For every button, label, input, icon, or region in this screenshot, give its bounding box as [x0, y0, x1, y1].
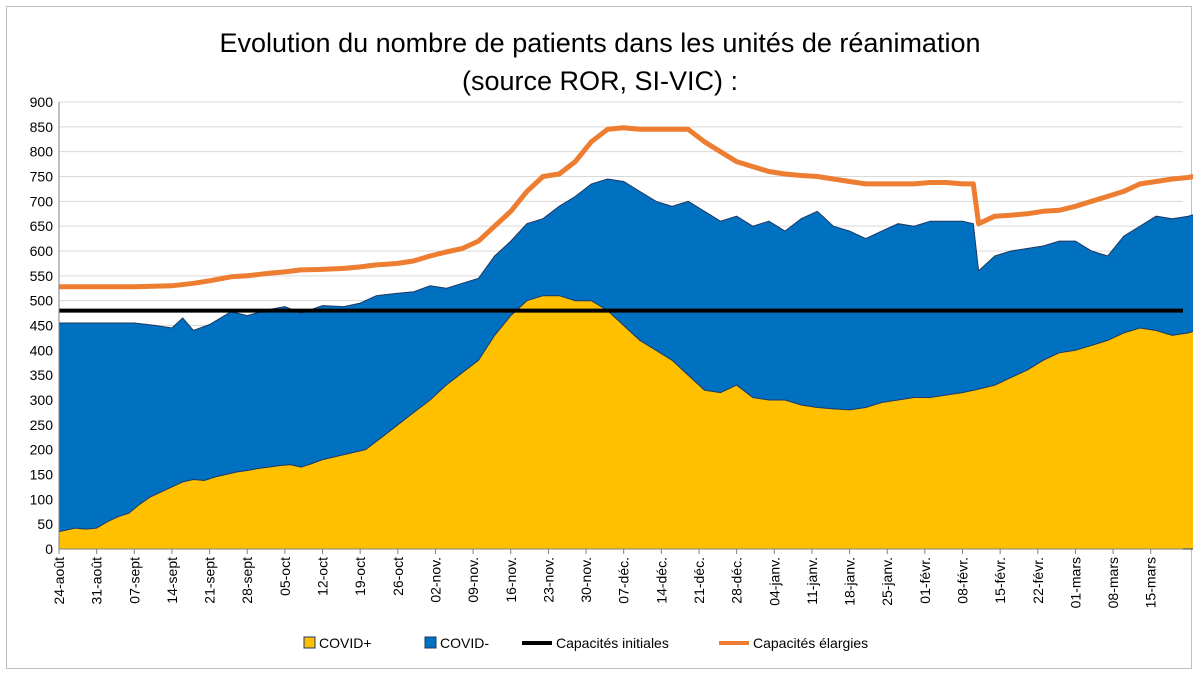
legend-swatch-0: [303, 636, 316, 649]
y-tick-label-150: 150: [30, 467, 54, 483]
x-tick-label-20: 11-janv.: [804, 557, 820, 605]
legend-label-3: Capacités élargies: [753, 635, 868, 651]
chart-title: Evolution du nombre de patients dans les…: [220, 28, 981, 96]
y-tick-label-450: 450: [30, 318, 54, 334]
y-axis-ticks: 0 50 100 150 200 250 300 350 400 450 500 550 600 650 7…: [30, 94, 54, 557]
x-tick-label-18: 28-déc.: [729, 557, 745, 604]
x-tick-label-11: 09-nov.: [465, 557, 481, 603]
x-tick-label-26: 22-févr.: [1030, 557, 1046, 604]
x-tick-label-1: 31-août: [89, 557, 105, 605]
x-axis-ticks: 24-août 31-août 07-sept 14-sept 21-sept 28-se…: [51, 549, 1159, 608]
y-tick-label-750: 750: [30, 169, 54, 185]
y-tick-label-700: 700: [30, 193, 54, 209]
x-tick-label-5: 28-sept: [239, 557, 255, 604]
x-tick-label-28: 08-mars: [1105, 557, 1121, 608]
legend: COVID+ COVID- Capacités initiales Capacités…: [303, 635, 868, 651]
x-tick-label-9: 26-oct: [390, 557, 406, 596]
plot-lines: [59, 125, 1193, 313]
x-tick-label-12: 16-nov.: [503, 557, 519, 603]
chart-title-line-2: (source ROR, SI-VIC) :: [462, 66, 738, 96]
x-tick-label-25: 15-févr.: [992, 557, 1008, 604]
y-tick-label-300: 300: [30, 392, 54, 408]
legend-label-1: COVID-: [440, 635, 489, 651]
chart-frame: Evolution du nombre de patients dans les…: [6, 6, 1193, 669]
y-tick-label-0: 0: [45, 541, 53, 557]
x-tick-label-3: 14-sept: [164, 557, 180, 604]
x-tick-label-13: 23-nov.: [540, 557, 556, 603]
x-tick-label-17: 21-déc.: [691, 557, 707, 604]
x-tick-label-29: 15-mars: [1143, 557, 1159, 608]
y-tick-label-600: 600: [30, 243, 54, 259]
y-tick-label-650: 650: [30, 218, 54, 234]
chart-title-line-1: Evolution du nombre de patients dans les…: [220, 28, 981, 58]
y-tick-label-200: 200: [30, 442, 54, 458]
x-tick-label-14: 30-nov.: [578, 557, 594, 603]
y-tick-label-500: 500: [30, 293, 54, 309]
chart: Evolution du nombre de patients dans les…: [30, 28, 1193, 651]
plot-areas: [58, 178, 1193, 550]
y-tick-label-400: 400: [30, 342, 54, 358]
legend-item-0: COVID+: [303, 635, 372, 651]
x-tick-label-19: 04-janv.: [766, 557, 782, 606]
y-tick-label-550: 550: [30, 268, 54, 284]
x-tick-label-8: 19-oct: [352, 557, 368, 596]
x-tick-label-24: 08-févr.: [955, 557, 971, 604]
y-tick-label-900: 900: [30, 94, 54, 110]
x-tick-label-10: 02-nov.: [427, 557, 443, 603]
series-covid-plus-area: [58, 295, 1193, 550]
x-tick-label-22: 25-janv.: [879, 557, 895, 606]
legend-item-2: Capacités initiales: [522, 635, 669, 651]
y-tick-label-50: 50: [37, 516, 53, 532]
x-tick-label-16: 14-déc.: [653, 557, 669, 604]
x-tick-label-15: 07-déc.: [616, 557, 632, 604]
x-tick-label-27: 01-mars: [1067, 557, 1083, 608]
axes: [58, 102, 1183, 550]
y-tick-label-350: 350: [30, 367, 54, 383]
legend-label-2: Capacités initiales: [556, 635, 669, 651]
x-tick-label-7: 12-oct: [315, 557, 331, 596]
legend-item-1: COVID-: [424, 635, 489, 651]
y-tick-label-850: 850: [30, 119, 54, 135]
y-tick-label-250: 250: [30, 417, 54, 433]
x-tick-label-0: 24-août: [51, 557, 67, 605]
x-tick-label-4: 21-sept: [202, 557, 218, 604]
x-tick-label-2: 07-sept: [126, 557, 142, 604]
y-tick-label-100: 100: [30, 491, 54, 507]
y-tick-label-800: 800: [30, 144, 54, 160]
series-capacites-elargies-line: [59, 125, 1193, 290]
x-tick-label-21: 18-janv.: [842, 557, 858, 606]
x-tick-label-23: 01-févr.: [917, 557, 933, 604]
legend-label-0: COVID+: [319, 635, 372, 651]
x-tick-label-6: 05-oct: [277, 557, 293, 596]
legend-swatch-1: [424, 636, 437, 649]
legend-item-3: Capacités élargies: [719, 635, 868, 651]
